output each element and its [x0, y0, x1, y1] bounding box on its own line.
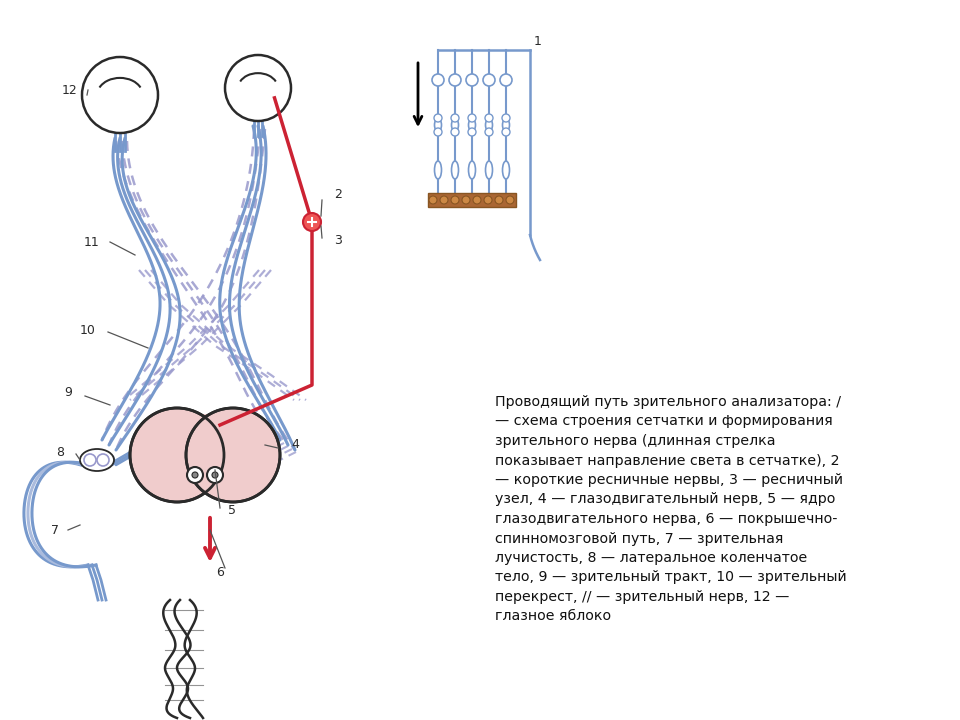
Text: 1: 1 [534, 35, 541, 48]
Circle shape [473, 196, 481, 204]
Circle shape [451, 128, 459, 136]
Ellipse shape [486, 161, 492, 179]
Circle shape [225, 55, 291, 121]
Circle shape [429, 196, 437, 204]
Ellipse shape [502, 161, 510, 179]
Circle shape [97, 454, 109, 466]
Text: Проводящий путь зрительного анализатора: /
— схема строения сетчатки и формирова: Проводящий путь зрительного анализатора:… [495, 395, 847, 624]
Text: 9: 9 [64, 387, 72, 400]
Ellipse shape [173, 446, 237, 480]
Text: 12: 12 [62, 84, 78, 96]
Circle shape [485, 114, 493, 122]
Circle shape [502, 128, 510, 136]
Circle shape [484, 196, 492, 204]
Ellipse shape [502, 119, 510, 132]
Circle shape [186, 408, 280, 502]
Text: 8: 8 [56, 446, 64, 459]
Circle shape [207, 467, 223, 483]
Circle shape [468, 114, 476, 122]
Ellipse shape [435, 119, 442, 132]
Circle shape [466, 74, 478, 86]
Circle shape [130, 408, 224, 502]
Circle shape [212, 472, 218, 478]
Text: 10: 10 [80, 323, 96, 336]
Circle shape [84, 454, 96, 466]
Circle shape [449, 74, 461, 86]
Circle shape [451, 196, 459, 204]
Ellipse shape [468, 161, 475, 179]
Text: 3: 3 [334, 233, 342, 246]
Circle shape [303, 213, 321, 231]
Circle shape [495, 196, 503, 204]
Circle shape [434, 128, 442, 136]
Circle shape [462, 196, 470, 204]
Ellipse shape [468, 119, 475, 132]
Circle shape [187, 467, 203, 483]
Circle shape [502, 114, 510, 122]
Circle shape [440, 196, 448, 204]
Circle shape [483, 74, 495, 86]
Circle shape [434, 114, 442, 122]
Text: 7: 7 [51, 523, 59, 536]
Circle shape [506, 196, 514, 204]
Text: 11: 11 [84, 235, 100, 248]
Circle shape [468, 128, 476, 136]
Ellipse shape [435, 161, 442, 179]
Circle shape [192, 472, 198, 478]
Circle shape [500, 74, 512, 86]
Ellipse shape [451, 119, 459, 132]
Circle shape [451, 114, 459, 122]
Circle shape [485, 128, 493, 136]
Text: 2: 2 [334, 189, 342, 202]
Text: 6: 6 [216, 565, 224, 578]
Ellipse shape [80, 449, 114, 471]
Circle shape [82, 57, 158, 133]
Ellipse shape [451, 161, 459, 179]
Bar [428, 193, 516, 207]
Ellipse shape [486, 119, 492, 132]
FancyBboxPatch shape [175, 414, 235, 455]
Text: 5: 5 [228, 503, 236, 516]
Text: 4: 4 [291, 438, 299, 451]
Circle shape [432, 74, 444, 86]
